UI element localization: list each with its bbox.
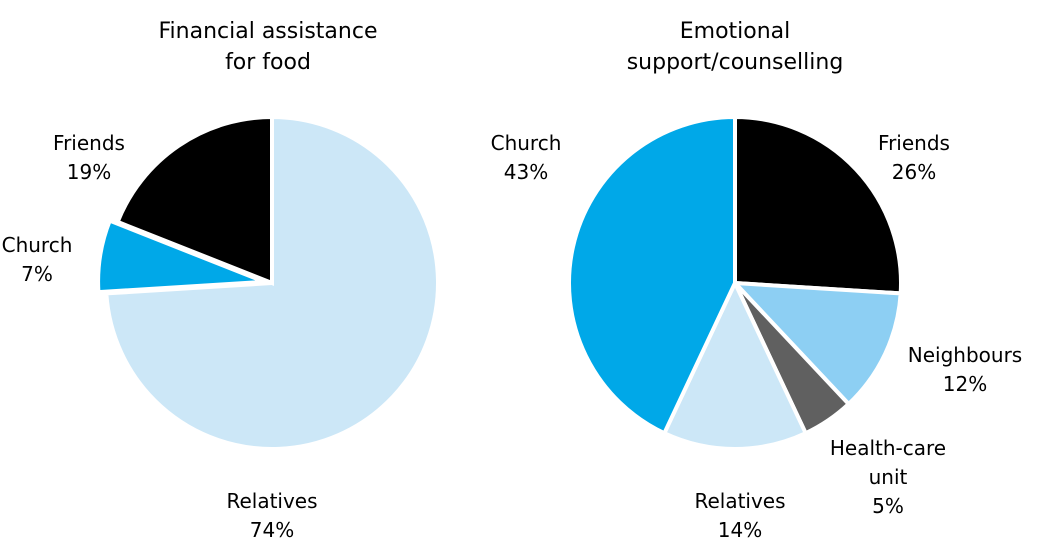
- pie-chart-emotional-support: Emotional support/counselling Friends 26%…: [480, 0, 1037, 539]
- slice-label-neighbours: Neighbours 12%: [908, 343, 1022, 396]
- pie-slice-neighbours: [730, 280, 903, 407]
- pie-chart-svg: Friends 26% Neighbours 12% Health-care unit 5%…: [491, 114, 1022, 539]
- pie-chart-food-assistance: Financial assistance for food Relatives 7…: [1, 19, 440, 539]
- pie-slice-church: [567, 114, 737, 436]
- pie-chart-svg: Relatives 74% Church 7% Friends 19%: [1, 114, 438, 539]
- slice-label-friends: Friends 19%: [53, 131, 125, 184]
- chart-title: Emotional support/counselling: [626, 19, 844, 75]
- slice-label-relatives: Relatives 74%: [226, 489, 317, 539]
- slice-label-relatives: Relatives 14%: [694, 489, 785, 539]
- slice-label-health-care-unit: Health-care unit 5%: [830, 436, 946, 518]
- slice-label-friends: Friends 26%: [878, 131, 950, 184]
- slice-label-church: Church 7%: [2, 233, 73, 286]
- slice-label-church: Church 43%: [491, 131, 562, 184]
- chart-title: Financial assistance for food: [158, 19, 378, 75]
- pie-slice-friends: [733, 114, 903, 296]
- pie-slice-friends: [115, 114, 274, 286]
- pie-slice-church: [96, 218, 265, 295]
- pie-slice-relatives: [661, 278, 809, 451]
